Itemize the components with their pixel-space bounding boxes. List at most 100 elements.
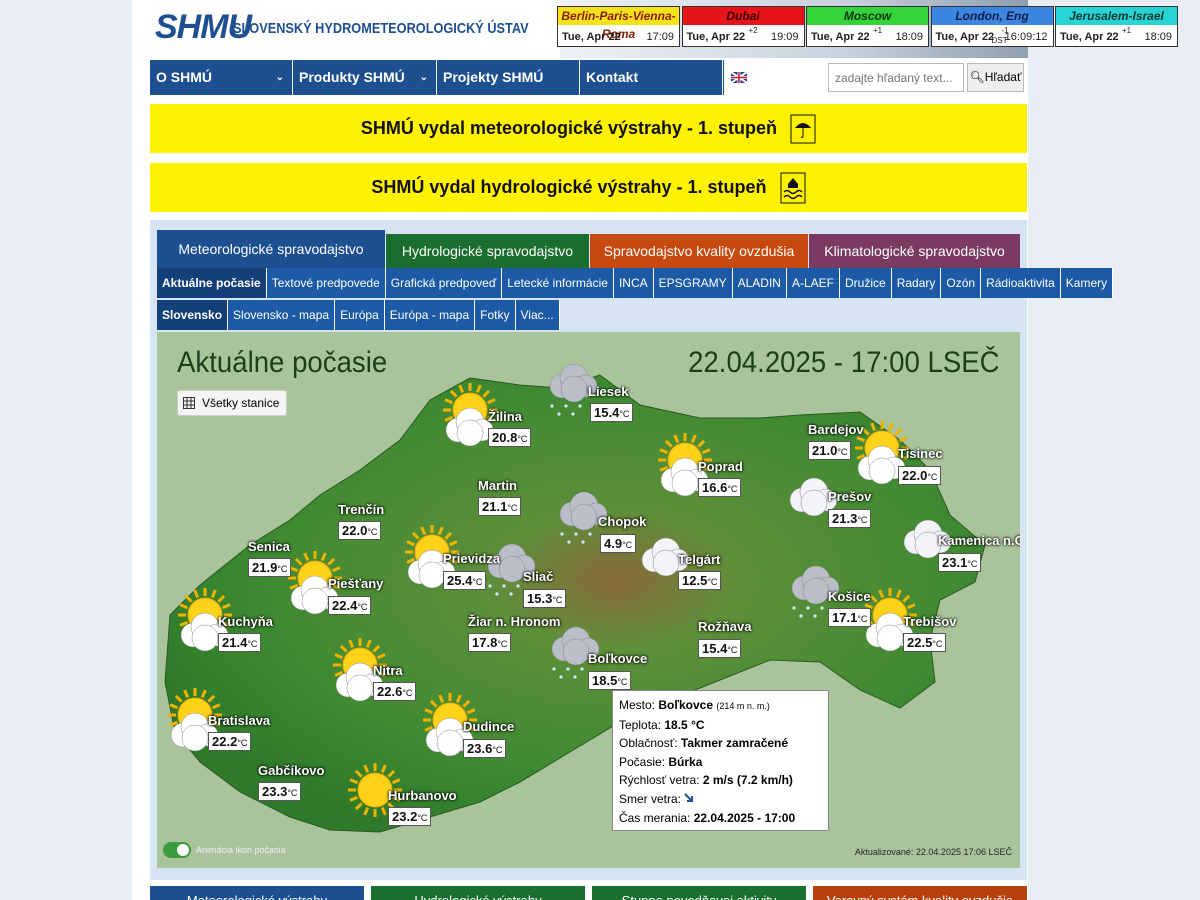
all-stations-button[interactable]: Všetky stanice	[177, 390, 288, 416]
station-name[interactable]: Telgárt	[678, 552, 721, 567]
station-name[interactable]: Trebišov	[903, 614, 957, 629]
nav-item[interactable]: O SHMÚ ⌄	[150, 60, 293, 95]
station-name[interactable]: Tisinec	[898, 446, 943, 461]
station-temp-box[interactable]: 21.3°C	[828, 509, 872, 528]
station-name[interactable]: Chopok	[598, 514, 647, 529]
sub-tab[interactable]: Aktuálne počasie	[157, 268, 267, 298]
station-name[interactable]: Hurbanovo	[388, 788, 457, 803]
sub-tab[interactable]: Európa - mapa	[384, 300, 476, 330]
sub-tab[interactable]: Slovensko	[157, 300, 229, 330]
station-temp-box[interactable]: 23.3°C	[258, 782, 302, 801]
nav-item[interactable]: Produkty SHMÚ ⌄	[293, 60, 437, 95]
section-tab[interactable]: Hydrologické spravodajstvo	[386, 234, 589, 268]
sub-tab[interactable]: Letecké informácie	[502, 268, 614, 298]
sun-ray	[320, 552, 327, 562]
sub-tab[interactable]: Kamery	[1060, 268, 1114, 298]
station-name[interactable]: Kamenica n.C.	[938, 533, 1020, 548]
bottom-button[interactable]: Stupne povodňovej aktivity	[592, 886, 806, 900]
station-temp-box[interactable]: 22.0°C	[898, 466, 942, 485]
station-temp-box[interactable]: 15.4°C	[590, 403, 634, 422]
sub-tab[interactable]: Viac...	[515, 300, 560, 330]
station-temp-box[interactable]: 21.9°C	[248, 558, 292, 577]
search-input[interactable]	[828, 63, 964, 92]
sub-tab[interactable]: Slovensko - mapa	[228, 300, 336, 330]
search-button[interactable]: 🔍︎Hľadať	[967, 63, 1024, 92]
sub-tab[interactable]: Textové predpovede	[266, 268, 386, 298]
station-temp-box[interactable]: 17.8°C	[468, 633, 512, 652]
station-name[interactable]: Bardejov	[808, 422, 864, 437]
station-name[interactable]: Žiar n. Hronom	[468, 614, 561, 629]
sub-tab[interactable]: Ozón	[941, 268, 982, 298]
station-name[interactable]: Dudince	[463, 719, 515, 734]
station-name[interactable]: Senica	[248, 539, 290, 554]
cloud-part	[570, 503, 598, 531]
station-temp-box[interactable]: 23.2°C	[388, 807, 432, 826]
station-temp-box[interactable]: 22.2°C	[208, 732, 252, 751]
sun-ray	[659, 465, 669, 472]
station-name[interactable]: Piešťany	[328, 576, 384, 591]
station-name[interactable]: Prešov	[828, 489, 872, 504]
sub-tab[interactable]: Európa	[335, 300, 385, 330]
station-temp-box[interactable]: 16.6°C	[698, 478, 742, 497]
hydro-alert[interactable]: SHMÚ vydal hydrologické výstrahy - 1. st…	[150, 163, 1027, 212]
clock-date: Tue, Apr 22	[1060, 31, 1119, 43]
station-temp-box[interactable]: 21.0°C	[808, 441, 852, 460]
station-temp-box[interactable]: 22.0°C	[338, 521, 382, 540]
station-name[interactable]: Gabčíkovo	[258, 763, 325, 778]
nav-item[interactable]: Projekty SHMÚ	[437, 60, 580, 95]
station-name[interactable]: Rožňava	[698, 619, 752, 634]
site-title[interactable]: SLOVENSKÝ HYDROMETEOROLOGICKÝ ÚSTAV	[233, 20, 529, 37]
nav-item[interactable]: Kontakt	[580, 60, 723, 95]
station-temp-box[interactable]: 17.1°C	[828, 608, 872, 627]
station-temp-box[interactable]: 25.4°C	[443, 571, 487, 590]
sub-tab[interactable]: ALADIN	[732, 268, 787, 298]
english-flag[interactable]	[731, 72, 747, 83]
sun-ray	[861, 427, 870, 436]
station-temp-box[interactable]: 22.6°C	[373, 682, 417, 701]
station-temp-box[interactable]: 22.4°C	[328, 596, 372, 615]
sub-tab[interactable]: Rádioaktivita	[981, 268, 1061, 298]
section-tab[interactable]: Klimatologické spravodajstvo	[809, 234, 1020, 268]
sub-tab[interactable]: Radary	[891, 268, 942, 298]
station-temp-box[interactable]: 18.5°C	[588, 671, 632, 690]
station-name[interactable]: Martin	[478, 478, 517, 493]
section-tab[interactable]: Meteorologické spravodajstvo	[157, 230, 385, 268]
station-name[interactable]: Prievidza	[443, 551, 501, 566]
sub-tab[interactable]: EPSGRAMY	[653, 268, 733, 298]
bottom-button[interactable]: Varovný systém kvality ovzdušia	[813, 886, 1027, 900]
station-name[interactable]: Košice	[828, 589, 871, 604]
station-name[interactable]: Nitra	[373, 663, 403, 678]
sub-tab[interactable]: A-LAEF	[786, 268, 840, 298]
station-temp-box[interactable]: 12.5°C	[678, 571, 722, 590]
animation-toggle[interactable]	[163, 842, 191, 858]
bottom-button[interactable]: Meteorologické výstrahy	[150, 886, 364, 900]
station-temp: 17.8	[472, 635, 498, 650]
station-name[interactable]: Boľkovce	[588, 651, 648, 666]
sub-tab[interactable]: Fotky	[475, 300, 516, 330]
bottom-button[interactable]: Hydrologické výstrahy	[371, 886, 585, 900]
station-temp-box[interactable]: 20.8°C	[488, 428, 532, 447]
station-name[interactable]: Sliač	[523, 569, 554, 584]
station-name[interactable]: Bratislava	[208, 713, 271, 728]
sub-tab[interactable]: Grafická predpoveď	[385, 268, 503, 298]
station-name[interactable]: Žilina	[488, 409, 522, 424]
station-name[interactable]: Trenčín	[338, 502, 385, 517]
station-temp-box[interactable]: 22.5°C	[903, 633, 947, 652]
station-temp-box[interactable]: 23.6°C	[463, 739, 507, 758]
station-temp-box[interactable]: 15.4°C	[698, 639, 742, 658]
station-temp-box[interactable]: 23.1°C	[938, 553, 982, 572]
station-name[interactable]: Kuchyňa	[218, 614, 273, 629]
station-temp-box[interactable]: 15.3°C	[523, 589, 567, 608]
station-name[interactable]: Liesek	[588, 384, 629, 399]
station-temp-box[interactable]: 21.1°C	[478, 497, 522, 516]
station-temp-box[interactable]: 21.4°C	[218, 633, 262, 652]
sub-tab[interactable]: INCA	[613, 268, 654, 298]
station-name[interactable]: Poprad	[698, 459, 743, 474]
rain-drop	[495, 592, 499, 596]
section-tab[interactable]: Spravodajstvo kvality ovzdušia	[590, 234, 808, 268]
station-temp-box[interactable]: 4.9°C	[600, 534, 637, 553]
logo[interactable]: SHMU	[155, 8, 252, 46]
sun-ray	[856, 436, 866, 443]
meteo-alert[interactable]: SHMÚ vydal meteorologické výstrahy - 1. …	[150, 104, 1027, 153]
sub-tab[interactable]: Družice	[840, 268, 892, 298]
